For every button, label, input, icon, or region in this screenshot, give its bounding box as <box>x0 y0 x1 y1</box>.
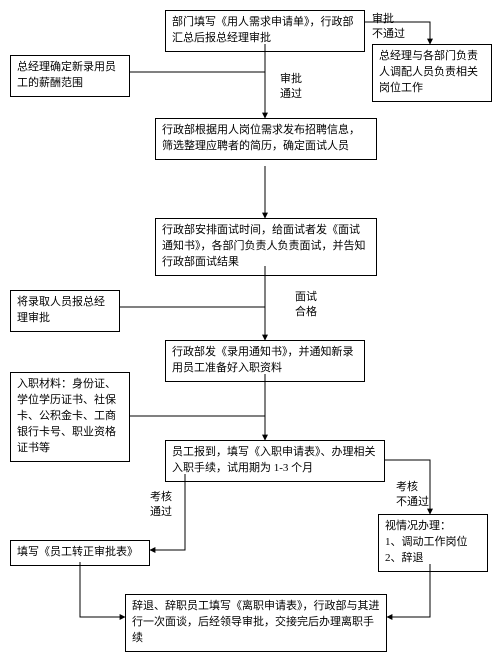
node-start: 部门填写《用人需求申请单》，行政部汇总后报总经理审批 <box>165 10 365 52</box>
node-resign: 辞退、辞职员工填写《离职申请表》，行政部与其进行一次面谈，后经领导审批，交接完后… <box>125 594 387 652</box>
node-publish-recruit: 行政部根据用人岗位需求发布招聘信息，筛选整理应聘者的简历，确定面试人员 <box>155 118 377 160</box>
label-reject: 审批 不通过 <box>372 12 405 42</box>
label-interview-pass: 面试 合格 <box>295 290 317 320</box>
node-onboard-materials: 入职材料：身份证、学位学历证书、社保卡、公积金卡、工商银行卡号、职业资格证书等 <box>10 372 130 462</box>
label-approve: 审批 通过 <box>280 72 302 102</box>
node-salary-scope: 总经理确定新录用员工的薪酬范围 <box>10 55 130 97</box>
node-report-gm: 将录取人员报总经理审批 <box>10 290 120 332</box>
node-disposition: 视情况办理： 1、调动工作岗位 2、辞退 <box>378 514 488 572</box>
label-assess-fail: 考核 不通过 <box>396 480 429 510</box>
label-assess-pass: 考核 通过 <box>150 490 172 520</box>
node-reassign-staff: 总经理与各部门负责人调配人员负责相关岗位工作 <box>372 44 492 102</box>
node-interview: 行政部安排面试时间，给面试者发《面试通知书》，各部门负责人负责面试，并告知行政部… <box>155 218 377 276</box>
node-offer-letter: 行政部发《录用通知书》，并通知新录用员工准备好入职资料 <box>165 340 365 382</box>
node-onboard: 员工报到，填写《入职申请表》、办理相关入职手续，试用期为 1-3 个月 <box>165 440 385 482</box>
node-regularization: 填写《员工转正审批表》 <box>10 540 150 566</box>
